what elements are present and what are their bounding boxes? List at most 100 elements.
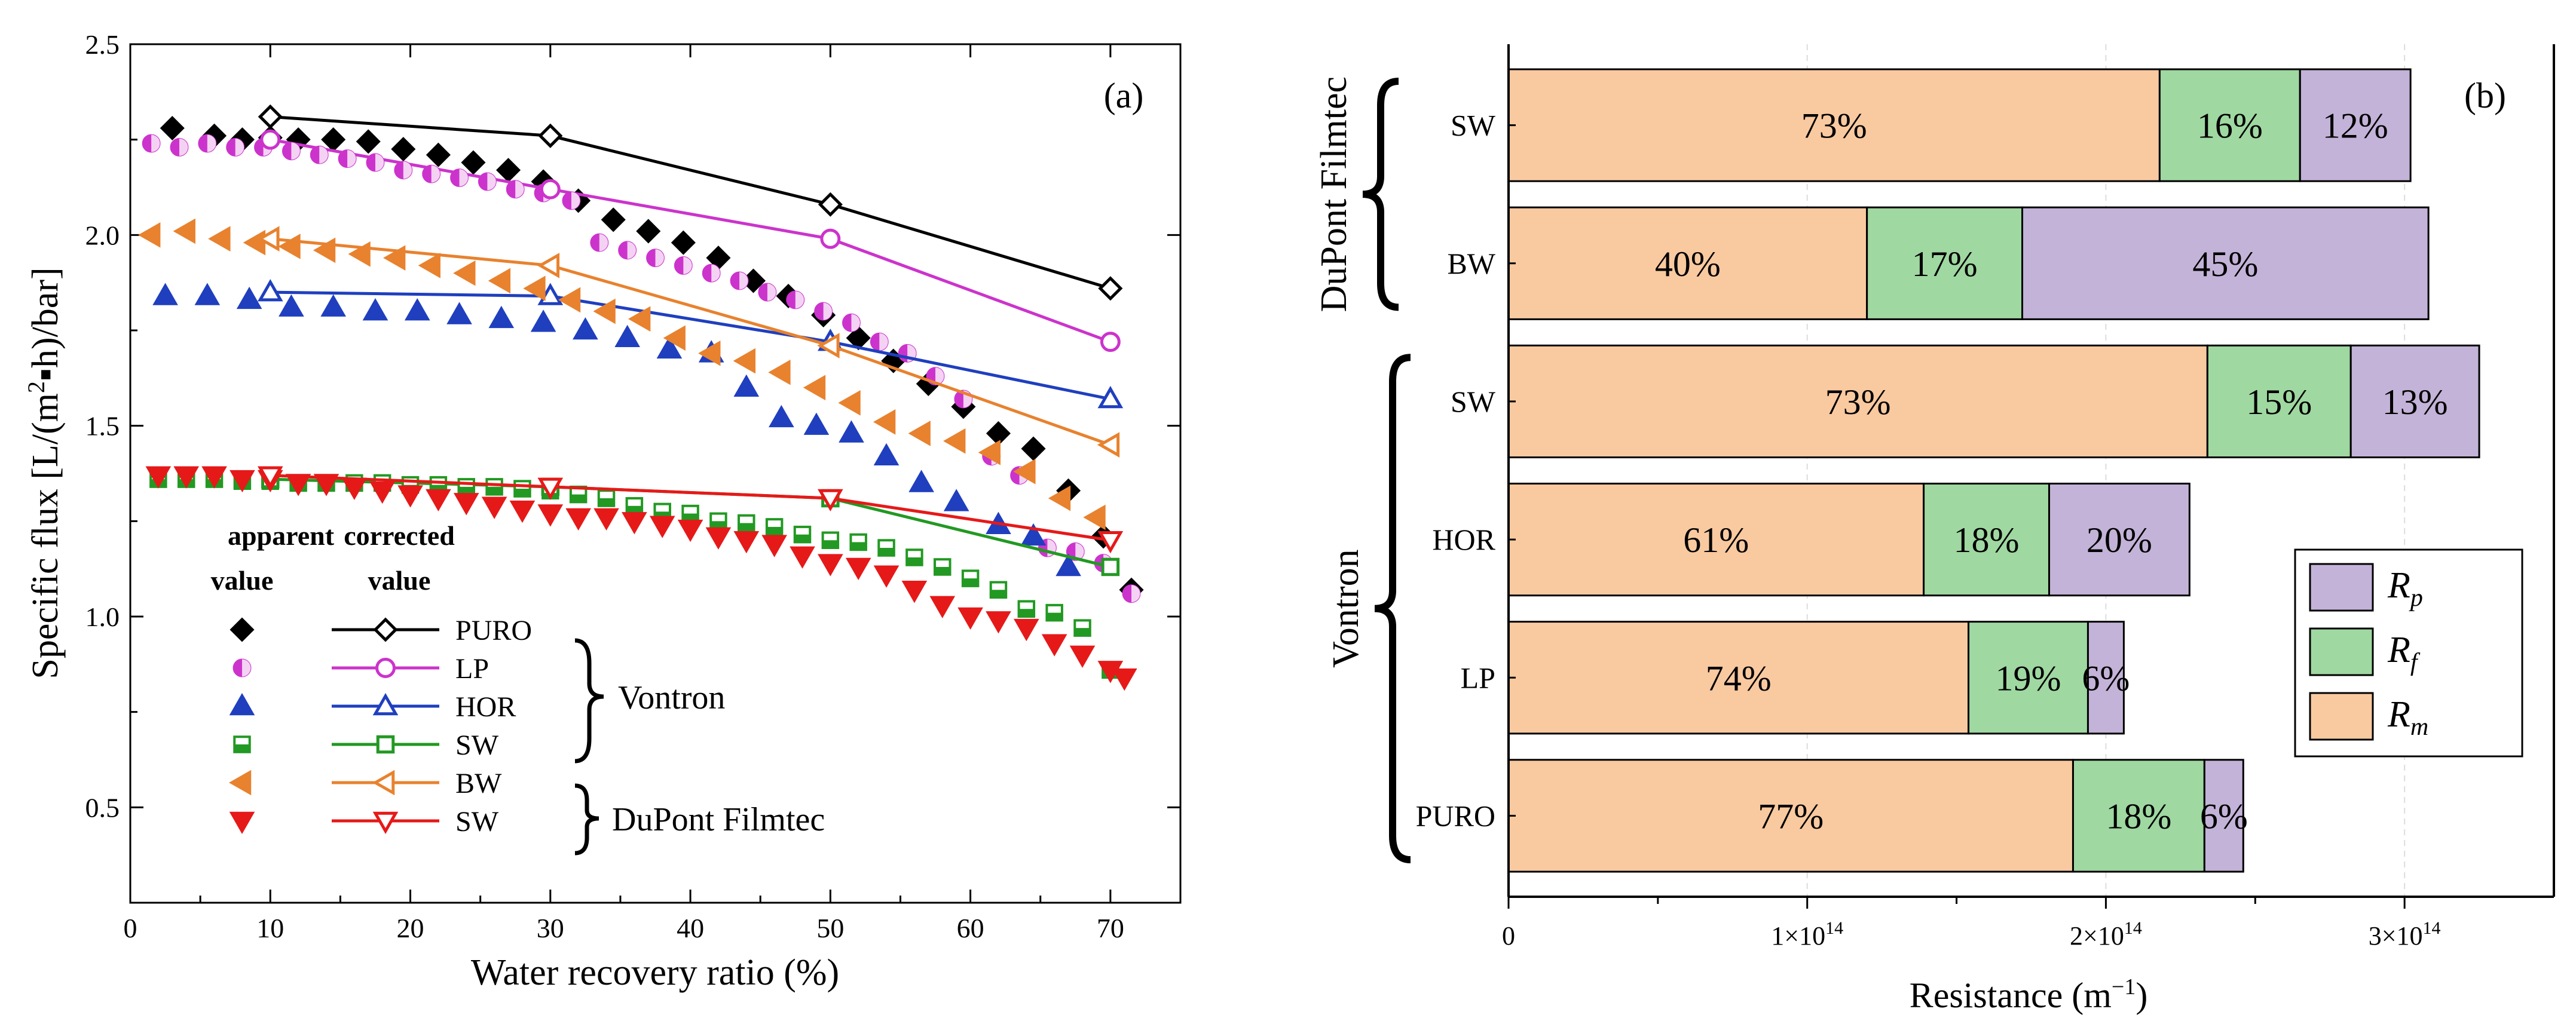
series-sw-3-apparent-point [821, 531, 840, 550]
bar-segment-rp [2021, 206, 2430, 320]
bar-segment-rf-label: 19% [1996, 658, 2061, 698]
series-lp-1-apparent-point-half [767, 283, 776, 301]
xlabel-sup: −1 [2112, 974, 2136, 1000]
series-puro-0-apparent-point [426, 142, 451, 167]
series-sw-5-apparent-point [845, 557, 871, 581]
series-sw-3-apparent-point [681, 504, 699, 523]
series-lp-1-apparent-point-half [179, 138, 188, 156]
bar-segment-rm [1507, 344, 2208, 459]
bar-row-lp-4: 74% 19% 6% [1507, 621, 2130, 735]
series-sw-3-apparent-point [877, 539, 895, 557]
series-lp-1-apparent-point-half [151, 134, 160, 152]
bar-row-bw-1: 40% 17% 45% [1507, 206, 2430, 320]
series-puro-0-apparent-point [601, 207, 626, 232]
legend-group-vontron: Vontron [618, 679, 725, 716]
series-hor-2-apparent-point [279, 294, 304, 317]
legend-row-puro-0-corrected-marker [373, 617, 398, 642]
series-sw-3-apparent-point-half [850, 542, 866, 550]
series-sw-3-apparent-point-half [1047, 612, 1062, 621]
series-lp-1-apparent-point [814, 302, 833, 321]
legend-row-bw-4-corrected-marker [372, 769, 395, 796]
series-bw-4-apparent-point [208, 226, 231, 252]
series-sw-5-apparent-point [818, 554, 843, 577]
x-tick-label: 60 [957, 913, 984, 943]
series-lp-1-corrected-point [540, 179, 561, 200]
series-bw-4-apparent-point [1013, 458, 1036, 485]
series-bw-4-apparent-point [663, 325, 686, 351]
group-dupont-filmtec-label: DuPont Filmtec [1314, 76, 1354, 312]
legend-row-hor-2-apparent-marker [229, 692, 255, 716]
series-bw-4-apparent-point [173, 218, 195, 244]
series-sw-5-apparent-point [761, 535, 787, 557]
series-lp-1-apparent-point [142, 134, 161, 153]
series-hor-2-apparent-point [908, 470, 934, 492]
series-puro-0-corrected-line [270, 115, 1111, 290]
series-sw-5-apparent-point [230, 470, 255, 493]
x-tick-label: 2×1014 [2070, 918, 2142, 951]
series-lp-1-apparent-point [478, 172, 497, 191]
series-bw-4-apparent-point [243, 229, 266, 256]
bar-segment-rf-label: 16% [2197, 106, 2263, 146]
series-sw-5-corrected-point [257, 466, 283, 489]
series-sw-5-apparent-point [593, 508, 619, 531]
series-sw-5-apparent-point [677, 519, 703, 542]
series-sw-3-apparent-point [989, 581, 1008, 599]
series-sw-5-apparent-point [565, 508, 591, 531]
series-lp-1-corrected-point [1100, 332, 1121, 352]
series-lp-1-apparent-point-half [207, 134, 216, 152]
legend-item-rm-swatch [2309, 692, 2374, 741]
series-puro-0-apparent-point [391, 137, 416, 162]
series-sw-5-apparent-point [986, 611, 1011, 634]
legend-item-rf-swatch [2309, 627, 2374, 676]
legend-header-corrected: corrected [344, 520, 455, 551]
series-lp-1-apparent-point [562, 191, 581, 210]
category-label: SW [1451, 109, 1496, 142]
series-lp-1-corrected-point [820, 228, 841, 249]
legend-symbol: R [2387, 694, 2410, 735]
x-tick-base: 2×10 [2070, 921, 2124, 951]
series-sw-5-apparent-point [285, 474, 311, 496]
x-tick-label: 0 [124, 913, 137, 943]
bar-segment-rp-label: 6% [2200, 796, 2248, 836]
series-bw-4-apparent-point [733, 348, 756, 374]
series-sw-5-apparent-point [509, 500, 536, 523]
series-sw-5-apparent-point [873, 565, 900, 588]
series-lp-1-apparent-point [590, 233, 609, 252]
series-sw-3-apparent-point [485, 478, 503, 496]
bar-row-hor-3: 61% 18% 20% [1507, 482, 2190, 597]
x-tick-label: 0 [1502, 921, 1515, 951]
series-sw-3-apparent-point [597, 489, 616, 507]
series-hor-2-apparent-point [446, 302, 472, 324]
series-sw-3-apparent-point-half [794, 534, 810, 542]
legend-row-bw-4-apparent-marker [228, 769, 252, 796]
series-sw-5-apparent-point [957, 607, 983, 630]
series-sw-3-apparent-point [457, 478, 475, 496]
series-puro-0-apparent-point [636, 219, 661, 244]
series-sw-5-apparent-point [453, 493, 479, 516]
series-bw-4-apparent-point [698, 341, 721, 366]
legend-item-rp-label: Rp [2387, 565, 2423, 612]
series-sw-3-apparent-point [513, 480, 531, 498]
series-sw-3-apparent-point [933, 558, 952, 576]
x-tick-label: 20 [397, 913, 424, 943]
bar-segment-rf [1923, 482, 2050, 597]
series-sw-5-apparent-point [1041, 634, 1067, 657]
series-puro-0-apparent-point [986, 421, 1011, 446]
legend-row-sw-5: SW [229, 806, 499, 838]
series-sw-3-apparent-point-half [626, 505, 643, 514]
series-hor-2-apparent-point [320, 294, 346, 317]
series-sw-5-corrected-point [818, 489, 843, 512]
series-hor-2-apparent-point [236, 286, 262, 309]
series-sw-5-apparent-point [426, 489, 451, 512]
series-bw-4-apparent-point [978, 440, 1001, 465]
series-sw-5-apparent-point [397, 485, 423, 508]
legend-row-puro-0: PURO [230, 615, 532, 646]
series-sw-3-apparent-point [709, 512, 727, 531]
panel-a-x-axis-label: Water recovery ratio (%) [471, 952, 839, 993]
panel-a-plot-frame [129, 43, 1182, 904]
y-tick-label: 1.0 [85, 602, 120, 632]
xlabel-tail: ) [2136, 976, 2147, 1015]
series-bw-4-apparent-point [838, 390, 861, 416]
